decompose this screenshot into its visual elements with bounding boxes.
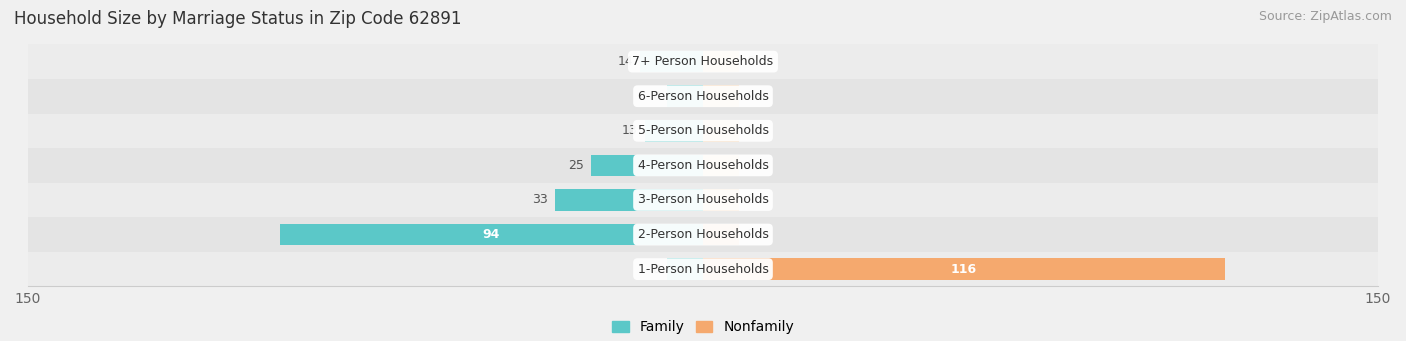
Text: 5-Person Households: 5-Person Households — [637, 124, 769, 137]
Text: 0: 0 — [745, 55, 754, 68]
Text: 0: 0 — [745, 193, 754, 206]
Text: Source: ZipAtlas.com: Source: ZipAtlas.com — [1258, 10, 1392, 23]
Text: 0: 0 — [652, 263, 661, 276]
Bar — [28, 148, 1378, 183]
Bar — [28, 183, 1378, 217]
Bar — [554, 189, 703, 211]
Bar — [28, 79, 1378, 114]
Bar — [703, 51, 740, 72]
Bar — [591, 155, 703, 176]
Bar — [666, 258, 703, 280]
Bar — [28, 114, 1378, 148]
Bar — [28, 252, 1378, 286]
Text: 2-Person Households: 2-Person Households — [637, 228, 769, 241]
Text: 6-Person Households: 6-Person Households — [637, 90, 769, 103]
Bar — [703, 155, 740, 176]
Bar — [644, 120, 703, 142]
Bar — [28, 44, 1378, 79]
Text: 0: 0 — [652, 90, 661, 103]
Bar — [280, 224, 703, 245]
Text: 0: 0 — [745, 124, 754, 137]
Bar — [703, 86, 740, 107]
Text: 25: 25 — [568, 159, 583, 172]
Text: 7+ Person Households: 7+ Person Households — [633, 55, 773, 68]
Bar — [703, 189, 740, 211]
Bar — [703, 120, 740, 142]
Text: 3-Person Households: 3-Person Households — [637, 193, 769, 206]
Text: 0: 0 — [745, 159, 754, 172]
Text: 33: 33 — [531, 193, 548, 206]
Bar — [703, 258, 1225, 280]
Bar — [28, 217, 1378, 252]
Text: 1-Person Households: 1-Person Households — [637, 263, 769, 276]
Text: 0: 0 — [745, 90, 754, 103]
Bar — [640, 51, 703, 72]
Text: 13: 13 — [621, 124, 638, 137]
Text: 8: 8 — [745, 228, 754, 241]
Bar — [703, 224, 740, 245]
Text: Household Size by Marriage Status in Zip Code 62891: Household Size by Marriage Status in Zip… — [14, 10, 461, 28]
Text: 116: 116 — [950, 263, 977, 276]
Text: 94: 94 — [482, 228, 501, 241]
Bar — [666, 86, 703, 107]
Text: 14: 14 — [617, 55, 633, 68]
Legend: Family, Nonfamily: Family, Nonfamily — [606, 315, 800, 340]
Text: 4-Person Households: 4-Person Households — [637, 159, 769, 172]
